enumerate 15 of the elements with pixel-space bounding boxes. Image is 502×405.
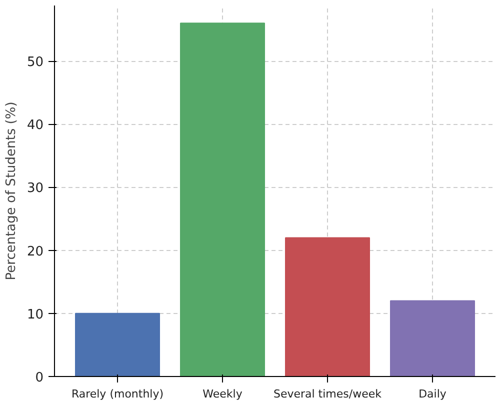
y-tick-label: 0 bbox=[35, 370, 44, 386]
bar bbox=[180, 22, 265, 376]
y-tick-label: 20 bbox=[26, 244, 44, 260]
bar bbox=[285, 237, 370, 376]
y-axis-title: Percentage of Students (%) bbox=[4, 102, 19, 280]
x-tick-label: Daily bbox=[418, 388, 447, 400]
bar bbox=[75, 312, 160, 376]
x-tick-label: Weekly bbox=[202, 388, 243, 400]
x-tick-label: Several times/week bbox=[273, 388, 382, 400]
y-tick-label: 40 bbox=[26, 118, 44, 134]
y-tick-label: 30 bbox=[26, 181, 44, 196]
bar bbox=[390, 300, 475, 376]
y-tick-label: 50 bbox=[26, 55, 44, 70]
y-tick-label: 10 bbox=[26, 307, 44, 322]
x-tick-label: Rarely (monthly) bbox=[71, 388, 164, 400]
